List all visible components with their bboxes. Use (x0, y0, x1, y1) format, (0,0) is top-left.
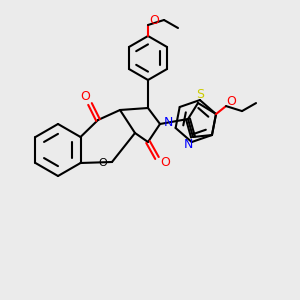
Text: O: O (226, 94, 236, 108)
Text: O: O (80, 89, 90, 103)
Text: N: N (163, 116, 173, 130)
Text: N: N (183, 139, 193, 152)
Text: O: O (160, 155, 170, 169)
Text: O: O (99, 158, 107, 168)
Text: S: S (196, 88, 204, 100)
Text: O: O (149, 14, 159, 28)
